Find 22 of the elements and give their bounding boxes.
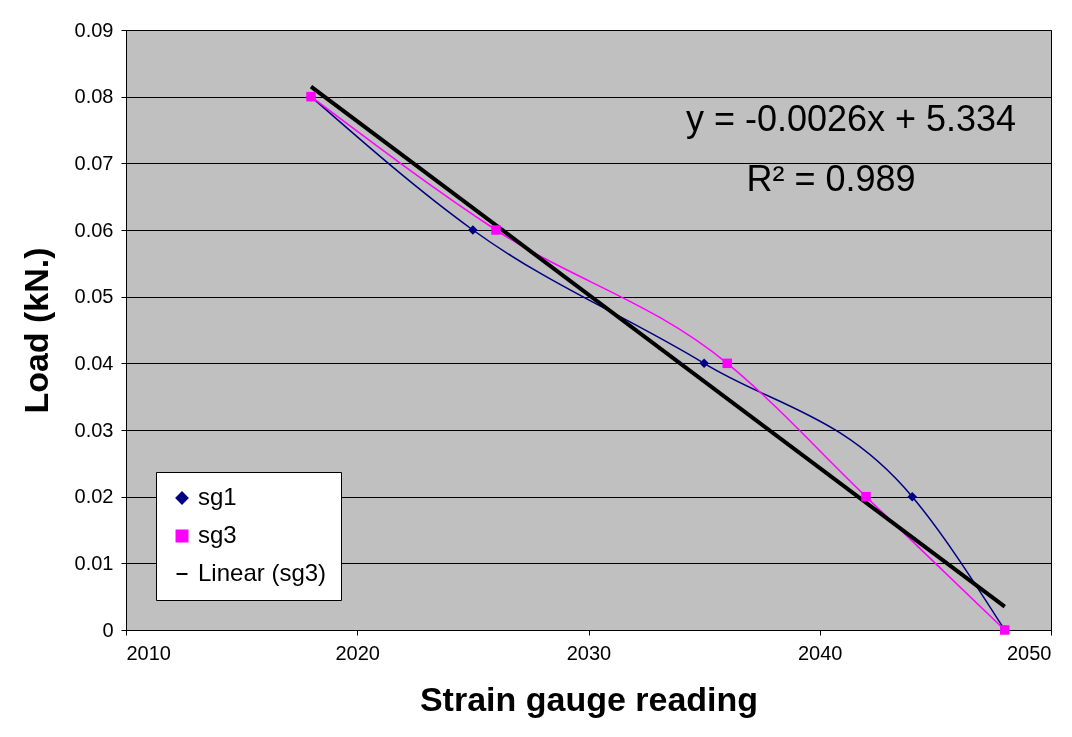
y-tick-label: 0.02 [74, 485, 114, 508]
y-tick-label: 0.08 [74, 85, 114, 108]
x-tick-label: 2020 [335, 641, 380, 664]
y-tick-label: 0.01 [74, 551, 114, 574]
y-axis-title: Load (kN.) [16, 247, 55, 414]
y-tick-label: 0 [102, 618, 114, 641]
annotation: R² = 0.989 [746, 158, 916, 199]
x-tick-label: 2040 [798, 641, 843, 664]
y-tick-label: 0.04 [74, 351, 114, 374]
y-tick-label: 0.09 [74, 18, 114, 41]
y-tick-label: 0.06 [74, 218, 114, 241]
x-tick-label: 2050 [1007, 641, 1052, 664]
legend-label: sg3 [198, 521, 237, 548]
y-tick-label: 0.03 [74, 418, 114, 441]
annotation: y = -0.0026x + 5.334 [685, 98, 1017, 139]
y-tick-label: 0.05 [74, 285, 114, 308]
y-tick-label: 0.07 [74, 151, 114, 174]
x-tick-label: 2010 [126, 641, 171, 664]
x-tick-label: 2030 [566, 641, 612, 664]
legend-label: Linear (sg3) [198, 559, 327, 586]
x-axis-title: Strain gauge reading [419, 679, 759, 718]
legend-label: sg1 [198, 483, 237, 510]
